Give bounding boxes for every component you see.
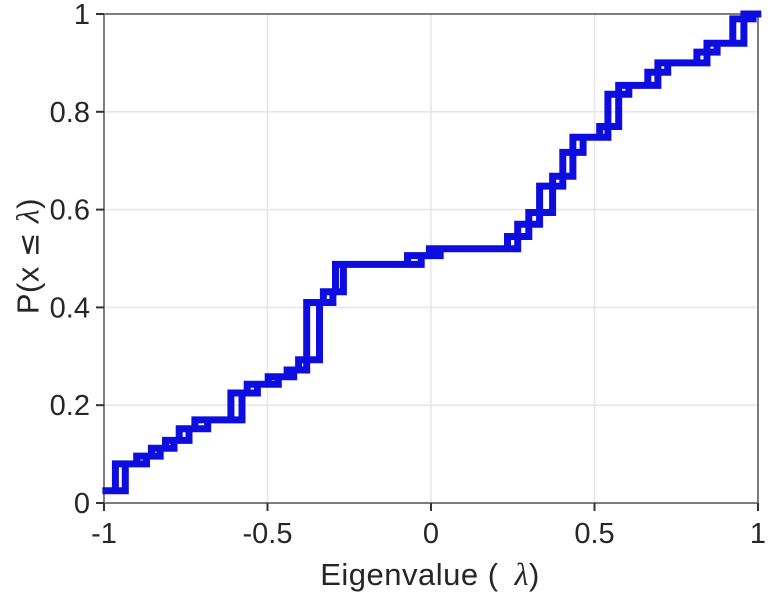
y-tick-label: 0.4 (50, 292, 90, 324)
x-tick-label: -1 (91, 518, 117, 550)
y-tick-label: 0.6 (50, 195, 90, 227)
leq-symbol: ≤ (11, 232, 46, 257)
y-tick-label: 0.8 (50, 97, 90, 129)
y-tick-label: 1 (74, 0, 90, 31)
x-axis-label: Eigenvalue ( λ) (320, 556, 540, 593)
lambda-symbol: λ (514, 556, 529, 592)
y-axis-label: P(x ≤ λ) (10, 198, 47, 314)
ecdf-step-line (102, 10, 762, 495)
x-tick-label: 1 (750, 518, 766, 550)
y-tick-label: 0.2 (50, 390, 90, 422)
x-axis-label-text: Eigenvalue ( (320, 557, 499, 592)
x-axis-label-suffix: ) (528, 557, 540, 592)
y-axis-label-suffix: ) (10, 197, 46, 209)
y-tick-label: 0 (74, 488, 90, 520)
y-axis-label-text: P(x (10, 257, 46, 315)
x-tick-label: 0.5 (574, 518, 614, 550)
x-tick-label: -0.5 (243, 518, 293, 550)
lambda-symbol: λ (9, 208, 46, 224)
y-axis-label-space (11, 223, 46, 232)
x-tick-label: 0 (423, 518, 439, 550)
